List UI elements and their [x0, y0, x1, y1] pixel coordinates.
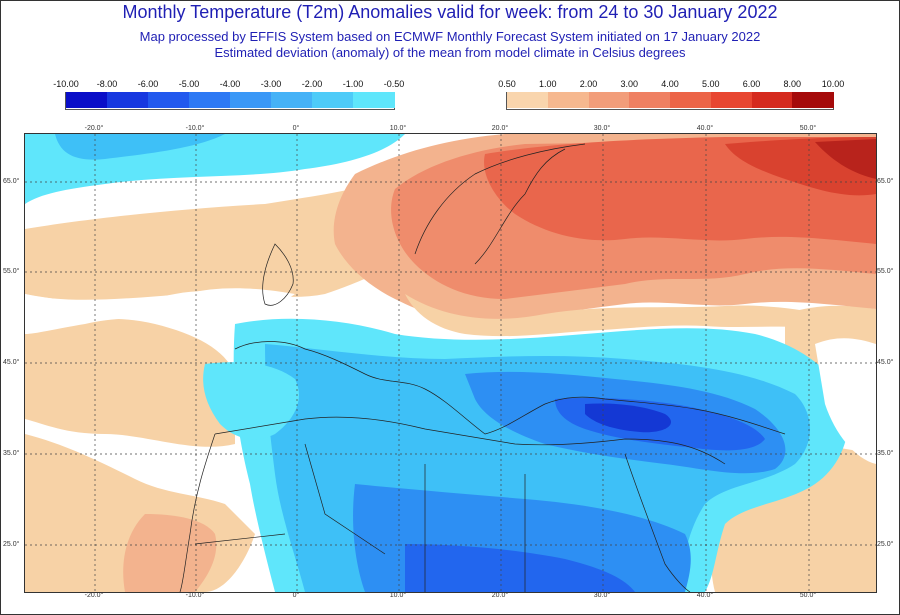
longitude-label: 40.0° [696, 592, 714, 599]
coastline-scandinavia [414, 143, 586, 265]
page-title: Monthly Temperature (T2m) Anomalies vali… [122, 2, 778, 22]
negative-legend-tick-label: -2.00 [301, 79, 323, 89]
positive-legend-tick-label: 3.00 [620, 79, 639, 89]
longitude-label: 30.0° [593, 592, 611, 599]
negative-legend-tick-label: -3.00 [260, 79, 282, 89]
latitude-label: 35.0° [877, 450, 894, 457]
longitude-label: 20.0° [491, 125, 509, 132]
negative-legend-swatch-5 [271, 92, 313, 108]
map-subtitle: Map processed by EFFIS System based on E… [139, 29, 761, 44]
negative-legend-swatch-7 [353, 92, 395, 108]
anomaly-zone-cyan-iberia [203, 362, 299, 440]
longitude-label: -20.0° [84, 592, 104, 599]
anomaly-zone-mid-blue-egypt [405, 544, 635, 592]
positive-legend-tick-label: 5.00 [701, 79, 720, 89]
anomaly-zone-light-orange-africa-west [123, 514, 217, 592]
negative-legend-tick-label: -8.00 [96, 79, 118, 89]
anomaly-zone-pale-orange-central-europe [405, 294, 825, 337]
latitude-label: 55.0° [877, 268, 894, 275]
positive-legend-tick-label: 10.00 [821, 79, 845, 89]
positive-legend-tick-label: 6.00 [742, 79, 761, 89]
positive-legend-tick-label: 2.00 [579, 79, 598, 89]
coastline-uk [262, 243, 294, 306]
negative-legend-tick-label: -5.00 [178, 79, 200, 89]
map-units-note: Estimated deviation (anomaly) of the mea… [214, 45, 686, 60]
longitude-label: 50.0° [799, 592, 817, 599]
longitude-label: 0° [292, 592, 300, 599]
latitude-label: 35.0° [3, 450, 20, 457]
negative-legend-tick-label: -1.00 [342, 79, 364, 89]
anomaly-zone-pale-orange-mid-atlantic [25, 318, 235, 447]
positive-legend-swatch-0 [507, 92, 549, 108]
anomaly-zone-white-east [815, 338, 876, 464]
longitude-label: 10.0° [389, 125, 407, 132]
positive-legend-tick-label: 4.00 [661, 79, 679, 89]
negative-legend-swatch-1 [107, 92, 149, 108]
positive-legend-tick-label: 1.00 [538, 79, 557, 89]
coastline-africa-north [214, 416, 726, 465]
negative-legend-tick-label: -6.00 [137, 79, 159, 89]
longitude-label: -20.0° [84, 125, 104, 132]
negative-legend-swatch-2 [148, 92, 190, 108]
positive-legend-tick-label: 0.50 [498, 79, 516, 89]
anomaly-map [24, 133, 877, 593]
longitude-label: 0° [292, 125, 300, 132]
positive-legend-swatch-2 [588, 92, 630, 108]
anomaly-zone-pale-orange-atlantic [25, 164, 445, 302]
anomaly-map-svg [25, 134, 876, 592]
latitude-label: 65.0° [3, 178, 20, 185]
negative-legend-tick-label: -4.00 [219, 79, 241, 89]
negative-legend-swatch-4 [230, 92, 272, 108]
coastlines [179, 143, 786, 592]
coastline-africa-west [179, 433, 216, 592]
negative-legend-swatch-0 [66, 92, 108, 108]
anomaly-zone-white-atlantic [25, 288, 295, 334]
latitude-label: 25.0° [3, 541, 20, 548]
latitude-label: 65.0° [877, 178, 894, 185]
negative-legend-swatch-6 [312, 92, 354, 108]
longitude-label: 30.0° [593, 125, 611, 132]
positive-legend-tick-label: 8.00 [783, 79, 802, 89]
border-sahara-1 [194, 443, 526, 592]
positive-legend-swatch-5 [710, 92, 752, 108]
anomaly-zone-blue-arctic [55, 134, 225, 160]
negative-legend-tick-label: -10.00 [53, 79, 79, 89]
positive-legend-swatch-1 [547, 92, 589, 108]
longitude-label: 40.0° [696, 125, 714, 132]
longitude-label: 20.0° [491, 592, 509, 599]
longitude-label: 50.0° [799, 125, 817, 132]
longitude-label: -10.0° [185, 592, 205, 599]
latitude-label: 55.0° [3, 268, 20, 275]
coastline-europe-south [234, 341, 786, 435]
coastline-red-sea [624, 453, 691, 592]
positive-legend-swatch-6 [751, 92, 793, 108]
longitude-label: -10.0° [185, 125, 205, 132]
positive-legend-swatch-7 [792, 92, 834, 108]
positive-legend-swatch-3 [629, 92, 671, 108]
graticule [25, 134, 876, 592]
negative-legend-tick-label: -0.50 [383, 79, 405, 89]
negative-legend-swatch-3 [189, 92, 231, 108]
anomaly-zone-dark-blue-anatolia [585, 403, 671, 433]
positive-legend-swatch-4 [670, 92, 712, 108]
latitude-label: 45.0° [877, 359, 894, 366]
latitude-label: 45.0° [3, 359, 20, 366]
latitude-label: 25.0° [877, 541, 894, 548]
anomaly-zone-deep-red-core [815, 139, 876, 179]
longitude-label: 10.0° [389, 592, 407, 599]
